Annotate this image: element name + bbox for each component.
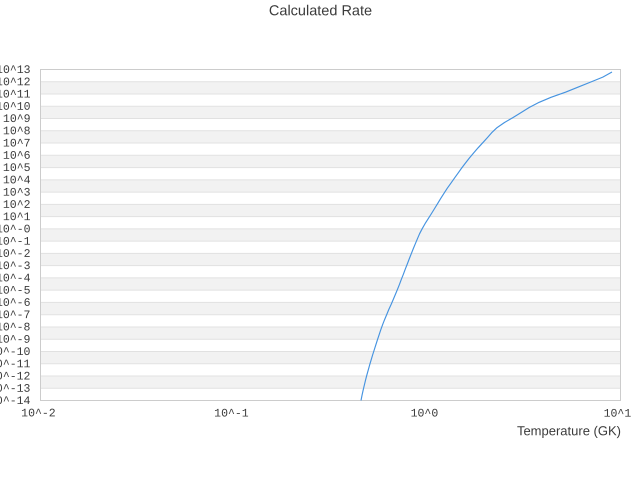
svg-text:10^9: 10^9 — [3, 113, 31, 126]
svg-text:10^7: 10^7 — [3, 138, 31, 151]
svg-text:10^0: 10^0 — [411, 408, 439, 421]
svg-text:10^-9: 10^-9 — [0, 334, 31, 347]
svg-text:10^-7: 10^-7 — [0, 309, 30, 322]
svg-text:10^-14: 10^-14 — [0, 395, 31, 408]
svg-text:10^-2: 10^-2 — [21, 407, 56, 420]
svg-text:Calculated Rate: Calculated Rate — [269, 3, 372, 19]
svg-text:10^-6: 10^-6 — [0, 297, 31, 310]
svg-text:10^-11: 10^-11 — [0, 358, 31, 371]
svg-text:10^12: 10^12 — [0, 76, 31, 89]
svg-text:10^-1: 10^-1 — [214, 407, 249, 420]
svg-text:10^13: 10^13 — [0, 64, 31, 77]
svg-text:10^-1: 10^-1 — [0, 236, 31, 249]
svg-text:10^-0: 10^-0 — [0, 223, 31, 236]
svg-text:10^-4: 10^-4 — [0, 272, 31, 285]
svg-text:10^1: 10^1 — [604, 408, 632, 421]
svg-text:10^-8: 10^-8 — [0, 321, 31, 334]
svg-text:10^11: 10^11 — [0, 89, 31, 102]
svg-text:10^2: 10^2 — [3, 199, 31, 212]
svg-text:10^1: 10^1 — [3, 211, 31, 224]
svg-text:10^10: 10^10 — [0, 101, 31, 114]
svg-text:10^5: 10^5 — [3, 162, 31, 175]
svg-text:10^-3: 10^-3 — [0, 260, 31, 273]
svg-text:10^8: 10^8 — [3, 125, 31, 138]
svg-text:10^-12: 10^-12 — [0, 370, 31, 383]
svg-text:Temperature (GK): Temperature (GK) — [517, 423, 621, 438]
svg-text:10^3: 10^3 — [3, 187, 31, 200]
svg-text:10^4: 10^4 — [3, 174, 31, 187]
svg-text:10^-10: 10^-10 — [0, 346, 31, 359]
svg-text:10^-5: 10^-5 — [0, 285, 31, 298]
svg-text:10^-2: 10^-2 — [0, 248, 31, 261]
svg-text:10^-13: 10^-13 — [0, 383, 31, 396]
svg-text:10^6: 10^6 — [3, 150, 31, 163]
